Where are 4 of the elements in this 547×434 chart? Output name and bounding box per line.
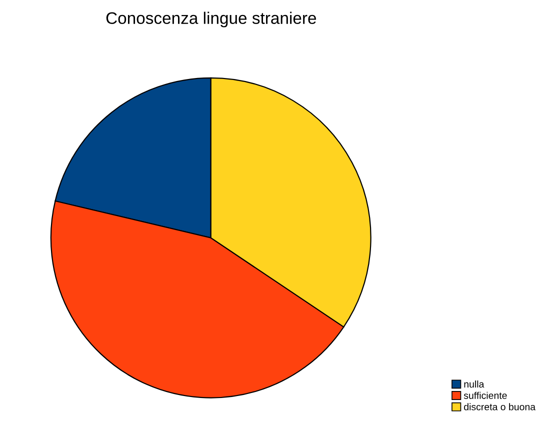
chart-title: Conoscenza lingue straniere — [106, 12, 316, 28]
legend-label: discreta o buona — [464, 403, 536, 410]
legend-label: sufficiente — [464, 392, 507, 399]
legend-label: nulla — [464, 380, 484, 388]
